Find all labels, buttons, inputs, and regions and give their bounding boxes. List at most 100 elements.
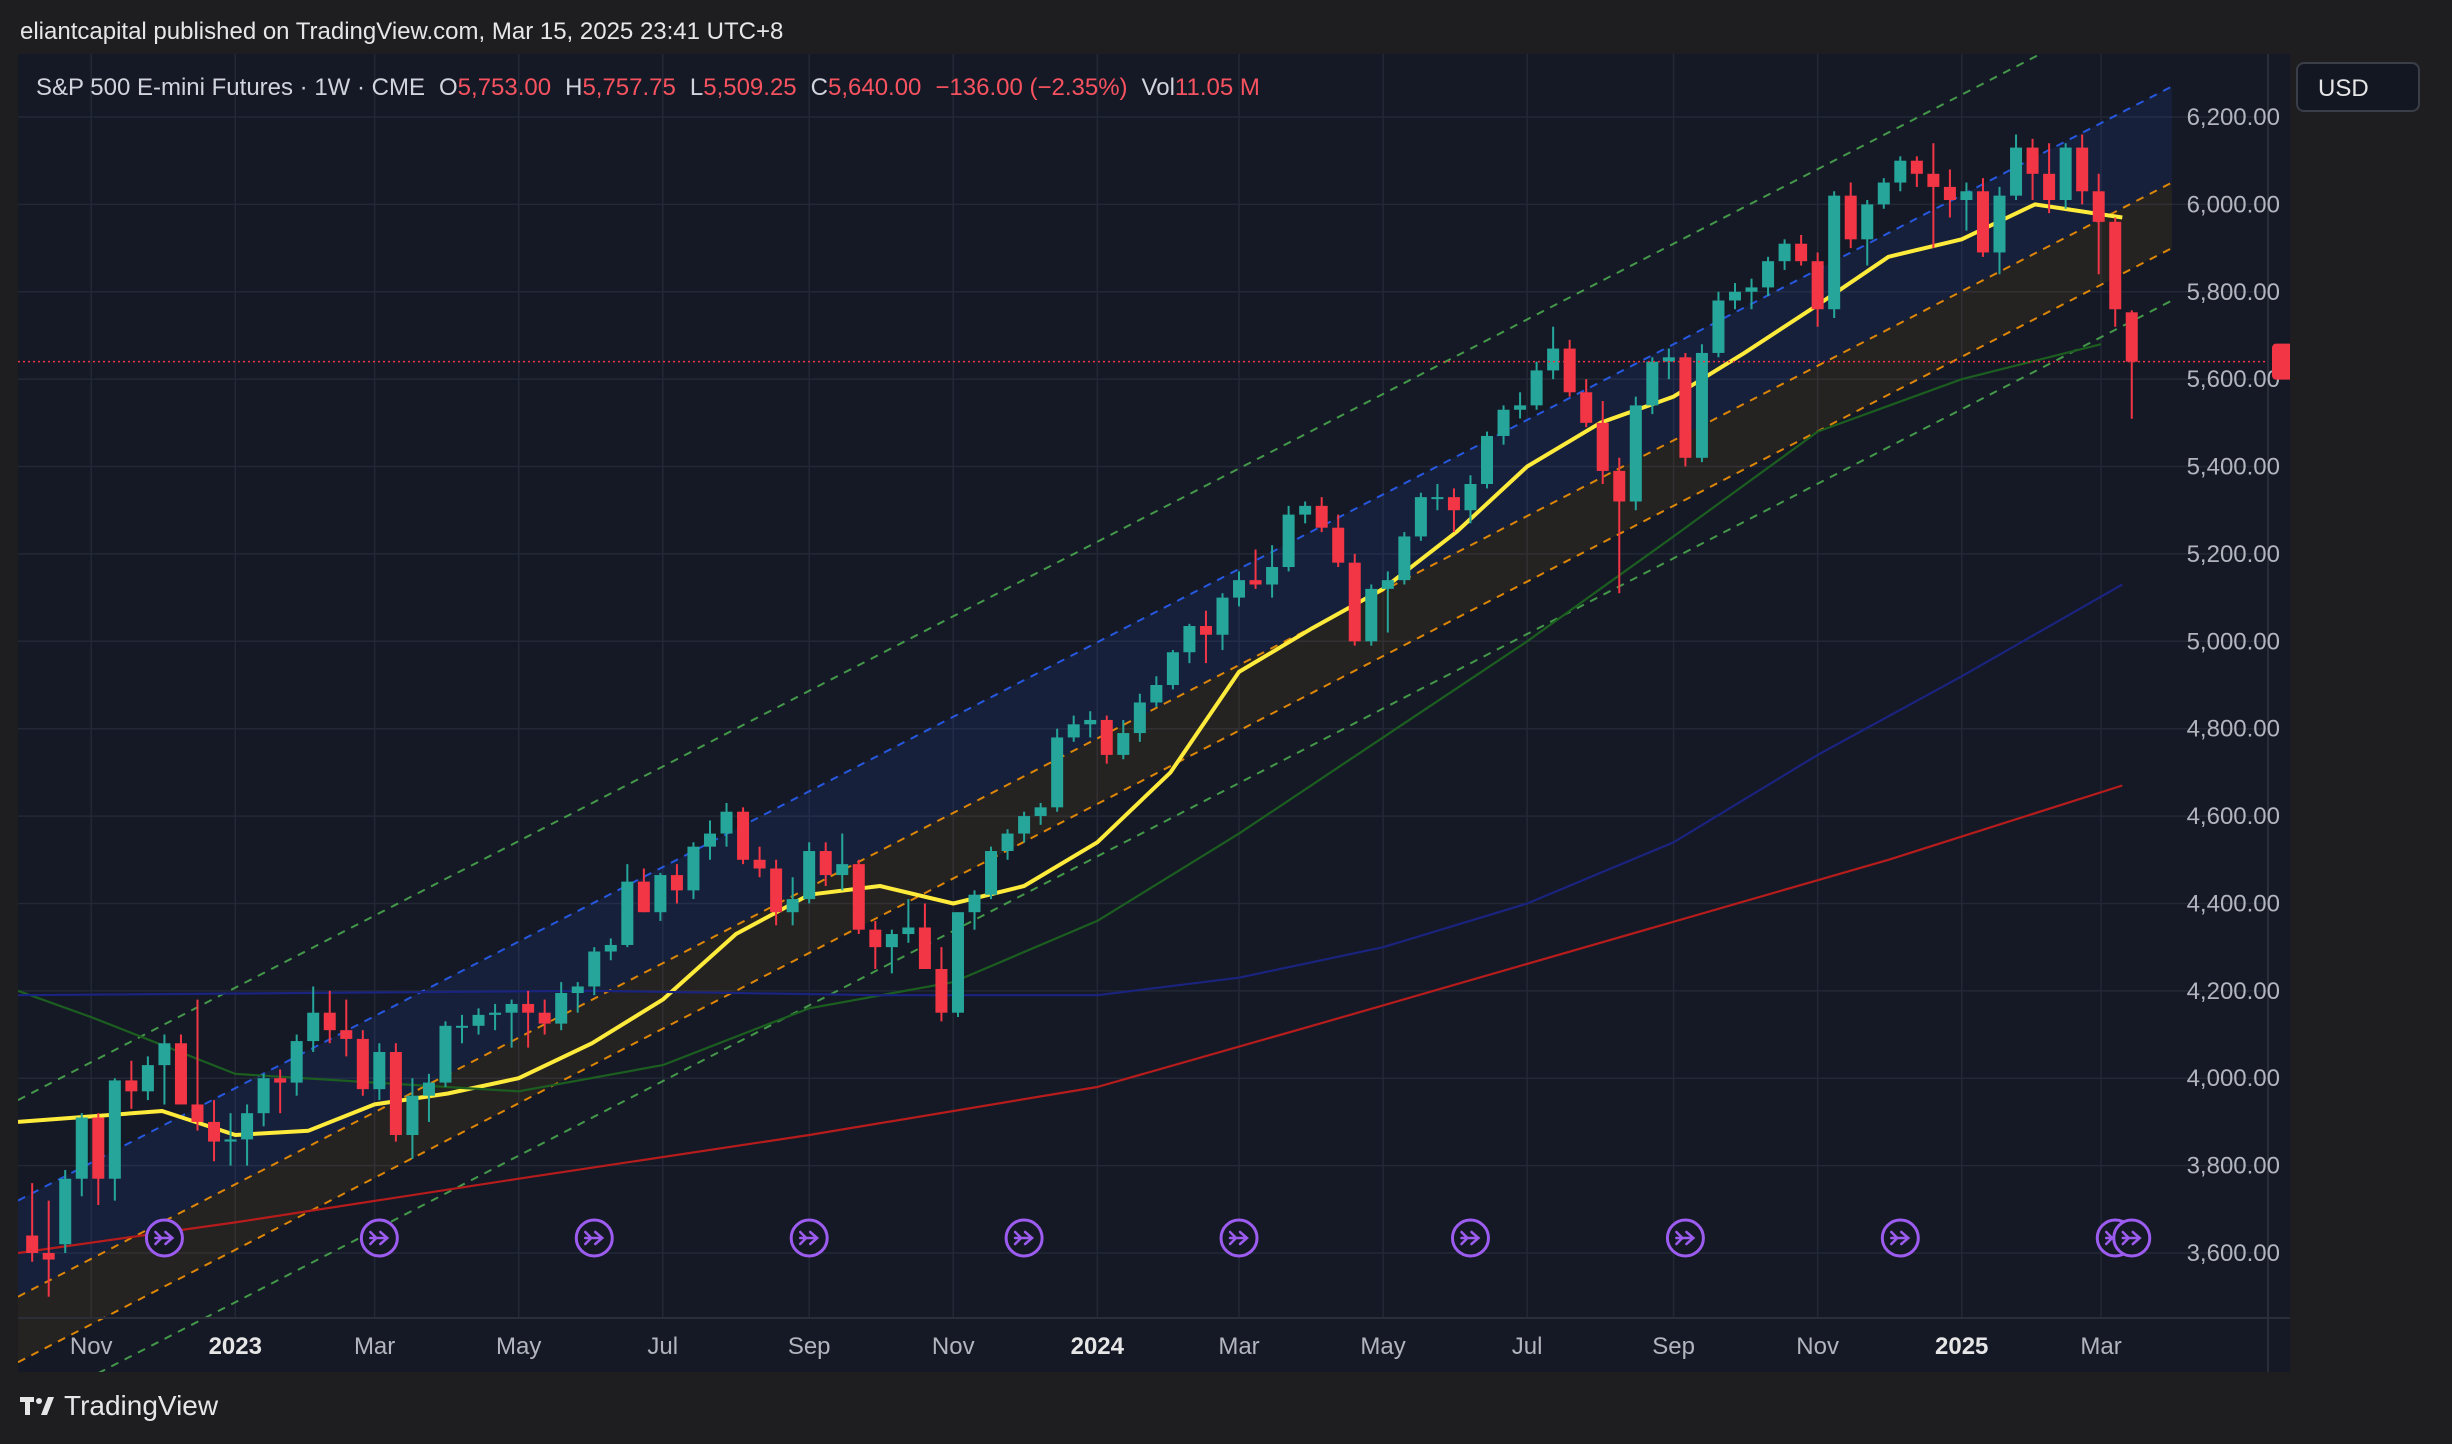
earnings-event-icon[interactable] [1004,1218,1044,1258]
candle-body [703,833,716,847]
event-arrow [1675,1230,1696,1246]
time-tick-label: Sep [1652,1333,1695,1360]
candle-body [1811,261,1824,310]
candle-body [588,951,601,987]
earnings-event-icon[interactable] [1880,1218,1920,1258]
candle-body [1365,588,1378,642]
candle-body [241,1113,254,1140]
candle-body [1695,352,1708,458]
event-arrow [584,1230,605,1246]
last-price-tag: 5,640.00 [2272,343,2290,380]
candle-body [1067,724,1080,738]
candle-body [2059,147,2072,201]
candle-body [1414,497,1427,537]
candle-body [307,1012,320,1042]
candle-body [637,881,650,913]
candle-body [985,851,998,895]
candle-body [257,1078,270,1114]
candle-body [1580,392,1593,423]
candle-body [737,811,750,860]
low-label: L [689,74,704,101]
candle-body [571,986,584,994]
open-value: 5,753.00 [457,74,552,101]
candle-body [373,1052,386,1090]
earnings-event-icon[interactable] [1665,1218,1705,1258]
earnings-event-icon[interactable] [1219,1218,1259,1258]
candle-body [2076,147,2089,192]
candle-body [1100,719,1113,755]
candle-body [918,927,931,969]
volume-value: 11.05 M [1174,74,1260,101]
price-tick-label: 4,200.00 [2187,978,2280,1005]
candle-body [92,1117,105,1179]
earnings-event-icon[interactable] [789,1218,829,1258]
candle-body [75,1117,88,1179]
chart-pane[interactable]: 3,600.00 3,800.00 4,000.00 4,200.00 4,400.00… [18,54,2290,1372]
candle-body [803,851,816,900]
candle-body [786,899,799,913]
candle-body [1976,191,1989,253]
event-arrow [1460,1230,1481,1246]
price-tick-label: 4,400.00 [2187,890,2280,917]
time-tick-label: Nov [932,1333,975,1360]
time-tick-label: Mar [1218,1333,1259,1360]
candle-body [2043,173,2056,201]
candle-body [340,1030,353,1039]
price-tick-label: 6,000.00 [2187,191,2280,218]
candle-body [1596,422,1609,471]
candle-body [290,1041,303,1083]
candle-body [1183,626,1196,653]
event-arrow [1228,1230,1249,1246]
time-tick-label: 2024 [1071,1333,1125,1360]
candle-body [1431,497,1444,500]
event-arrow [1890,1230,1911,1246]
open-label: O [439,74,458,101]
candle-body [869,929,882,948]
event-arrow [798,1230,820,1246]
tradingview-logo-icon [20,1397,54,1415]
time-tick-label: May [496,1333,541,1360]
candle-body [42,1253,55,1260]
moving-averages [18,202,2123,1255]
candle-body [1728,291,1741,301]
candle-body [1927,173,1940,187]
price-tick-label: 3,800.00 [2187,1153,2280,1180]
candle-body [1001,833,1014,852]
price-tick-label: 4,000.00 [2187,1065,2280,1092]
candle-body [1894,160,1907,183]
candle-body [208,1121,221,1142]
candle-body [1960,191,1973,201]
tradingview-brand[interactable]: TradingView [20,1390,218,1422]
earnings-event-icon[interactable] [359,1218,399,1258]
close-label: C [810,74,828,101]
symbol-legend[interactable]: S&P 500 E-mini Futures · 1W · CME O5,753.… [36,74,1274,102]
event-markers[interactable] [144,1218,2152,1258]
candle-body [439,1025,452,1083]
candle-body [1233,580,1246,598]
high-label: H [565,74,583,101]
moving-average-3 [18,784,2123,1255]
candle-body [1514,405,1527,410]
price-tick-label: 5,600.00 [2187,366,2280,393]
candle-body [522,1003,535,1013]
candle-body [125,1080,138,1092]
candles[interactable] [26,134,2138,1297]
candle-body [26,1235,39,1253]
time-tick-label: Jul [1512,1333,1543,1360]
candle-body [456,1025,469,1028]
candle-body [389,1052,402,1136]
candle-body [1795,243,1808,262]
earnings-event-icon[interactable] [144,1218,184,1258]
price-tick-label: 5,000.00 [2187,628,2280,655]
currency-button[interactable]: USD [2296,62,2420,112]
earnings-event-icon[interactable] [1450,1218,1490,1258]
earnings-event-icon[interactable] [2112,1218,2152,1258]
time-tick-label: May [1360,1333,1405,1360]
candle-body [1249,580,1262,585]
candle-body [935,969,948,1013]
candlestick-chart[interactable]: 3,600.00 3,800.00 4,000.00 4,200.00 4,400.00… [18,54,2290,1372]
candle-body [1447,497,1460,511]
symbol-name[interactable]: S&P 500 E-mini Futures · 1W · CME [36,74,425,101]
moving-average-0 [18,202,2123,1137]
earnings-event-icon[interactable] [574,1218,614,1258]
